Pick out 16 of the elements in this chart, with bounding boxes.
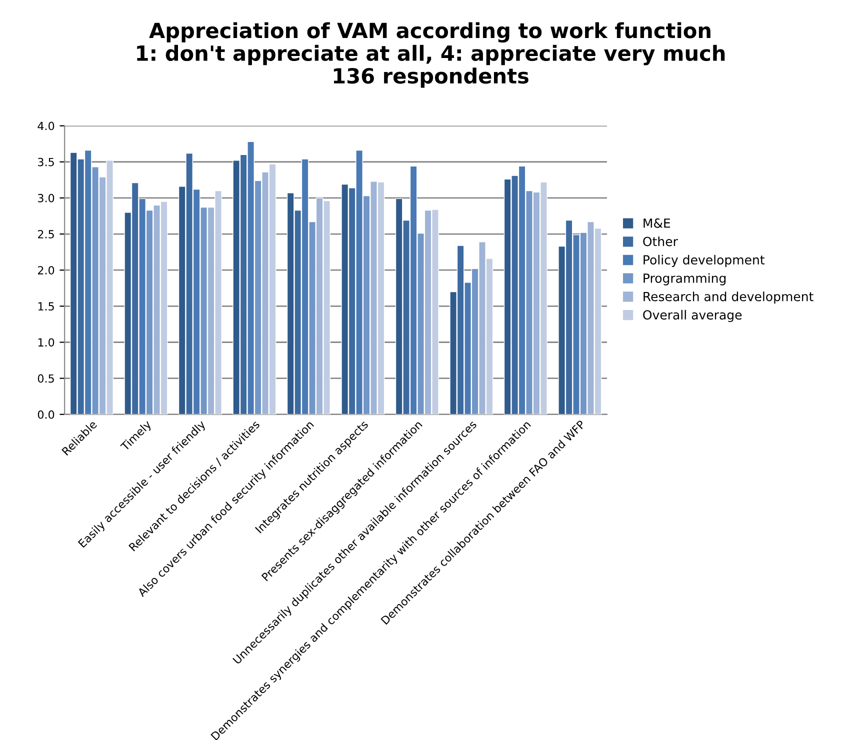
legend-label: Policy development xyxy=(644,254,765,267)
y-tick-label: 0.0 xyxy=(38,410,54,419)
legend-label: Programming xyxy=(644,273,726,286)
y-tick-label: 1.0 xyxy=(38,338,54,347)
legend-label: Overall average xyxy=(643,310,742,322)
y-tick-label: 2.5 xyxy=(38,230,54,238)
y-tick-label: 2.0 xyxy=(38,266,54,274)
y-tick-label: 4.0 xyxy=(38,122,54,130)
y-tick-label: 3.0 xyxy=(38,194,54,202)
legend-label: Other xyxy=(643,236,678,246)
legend-label: M&E xyxy=(644,218,670,228)
y-tick-label: 1.5 xyxy=(38,302,54,311)
chart-title: Appreciation of VAM according to work function 1: don't appreciate at all, 4: appreciate very much 136 respondents xyxy=(137,22,725,88)
legend-label: Research and development xyxy=(644,292,814,304)
y-tick-label: 3.5 xyxy=(38,158,54,166)
y-tick-label: 0.5 xyxy=(38,374,54,383)
